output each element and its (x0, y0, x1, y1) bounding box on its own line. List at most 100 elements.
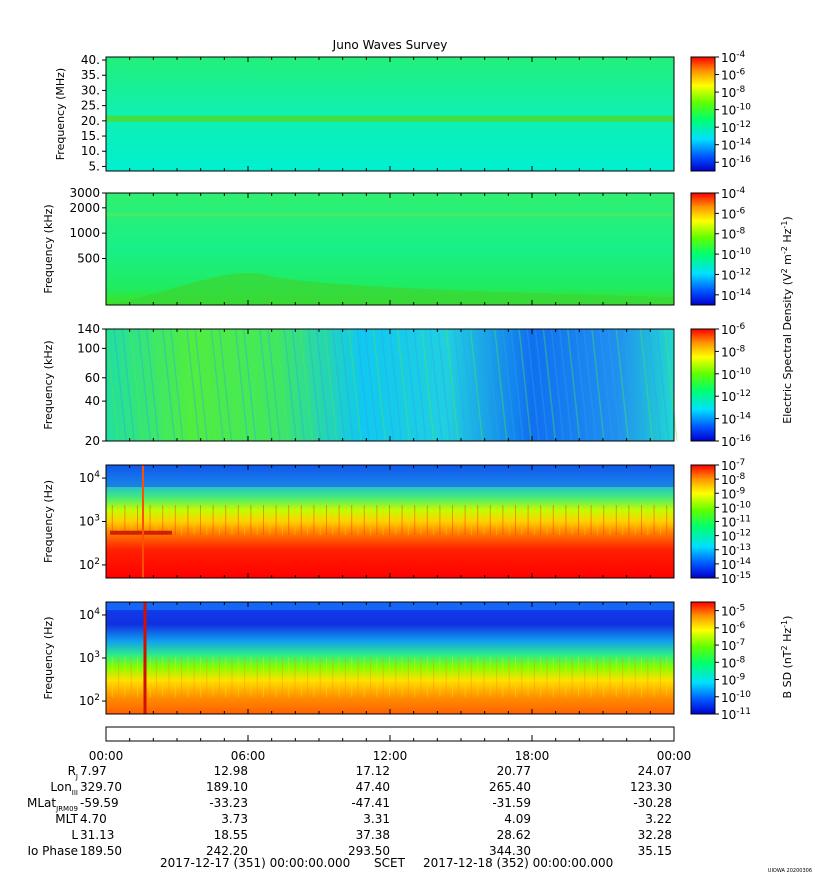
colorbar-2: 10-4 10-6 10-8 10-10 10-12 10-14 (690, 186, 751, 306)
texture-streak (599, 328, 613, 442)
ephemeris-value: 20.77 (497, 764, 531, 778)
texture-streak (121, 328, 135, 442)
electric-colorbar-label: Electric Spectral Density (V2 m-2 Hz-1) (780, 216, 794, 423)
texture-streak (647, 328, 662, 442)
colorbar-tick-label: 10-10 (721, 690, 751, 705)
ephemeris-value: 4.70 (80, 812, 107, 826)
texture-streak (445, 328, 459, 442)
y-tick-label: 102 (79, 557, 100, 572)
texture-streak (340, 328, 354, 442)
ephemeris-row-label: MLatJRM09 (27, 796, 78, 813)
ephemeris-value: 31.13 (80, 828, 114, 842)
texture-streak (332, 328, 346, 442)
colorbar-tick-label: 10-15 (721, 571, 751, 586)
colorbar-tick-label: 10-14 (721, 557, 751, 572)
colorbar-tick-label: 10-10 (721, 103, 751, 118)
texture-streak (226, 328, 241, 442)
ephemeris-value: 189.10 (206, 780, 248, 794)
ephemeris-value: 17.12 (356, 764, 390, 778)
y-tick-label: 20 (85, 434, 100, 448)
y-tick-label: 103 (79, 514, 100, 529)
x-tick-label: 06:00 (231, 749, 266, 763)
texture-streak (526, 328, 540, 442)
texture-streak (591, 328, 605, 442)
texture-streak (348, 328, 362, 442)
y-tick-label: 15. (81, 129, 100, 143)
colorbar-tick-label: 10-13 (721, 543, 751, 558)
texture-streak (267, 328, 281, 442)
colorbar-1: 10-4 10-6 10-8 10-10 10-12 10-14 10-16 (690, 50, 751, 172)
texture-streak (259, 328, 273, 442)
colorbar-tick-label: 10-6 (721, 621, 746, 636)
texture-streak (129, 328, 144, 442)
y-tick-label: 3000 (69, 186, 100, 200)
texture-streak (575, 328, 589, 442)
ephemeris-row-label: RJ (68, 764, 78, 781)
ephemeris-value: 293.50 (348, 844, 390, 858)
ephemeris-value: 123.30 (630, 780, 672, 794)
y-tick-label: 5. (89, 159, 100, 173)
colorbar-tick-label: 10-9 (721, 486, 746, 501)
colorbar-tick-label: 10-14 (721, 138, 751, 153)
texture-streak (485, 328, 500, 442)
x-tick-label: 00:00 (657, 749, 692, 763)
colorbar-tick-label: 10-6 (721, 322, 746, 337)
y-tick-label: 140 (77, 322, 100, 336)
emission-band (106, 465, 674, 487)
y-tick-label: 35. (81, 68, 100, 82)
emission-band (106, 115, 674, 122)
texture-streak (234, 328, 249, 442)
colorbar-tick-label: 10-8 (721, 227, 746, 242)
colorbar-tick-label: 10-4 (721, 186, 746, 201)
texture-streak (218, 328, 233, 442)
colorbar-scale (690, 464, 716, 579)
spectrogram-panel-3: 20 40 60 100 140 Frequency (kHz) (42, 322, 678, 448)
x-tick-label: 12:00 (373, 749, 408, 763)
texture-streak (113, 328, 127, 442)
footer-end-time: 2017-12-18 (352) 00:00:00.000 (423, 856, 613, 870)
emission-band (106, 212, 674, 217)
texture-streak (413, 328, 427, 442)
texture-streak (242, 328, 257, 442)
ephemeris-value: 35.15 (638, 844, 672, 858)
colorbar-tick-label: 10-12 (721, 120, 751, 135)
spectrogram-image (106, 57, 674, 171)
y-axis-label: Frequency (kHz) (42, 340, 55, 429)
texture-streak (170, 328, 184, 442)
colorbar-tick-label: 10-11 (721, 707, 751, 722)
y-tick-label: 40 (85, 394, 100, 408)
colorbar-tick-label: 10-10 (721, 367, 751, 382)
y-tick-label: 30. (81, 83, 100, 97)
colorbar-scale (690, 601, 716, 715)
y-tick-label: 40. (81, 53, 100, 67)
texture-streak (275, 328, 289, 442)
colorbar-tick-label: 10-16 (721, 434, 751, 449)
colorbar-tick-label: 10-12 (721, 389, 751, 404)
ephemeris-value: -30.28 (633, 796, 672, 810)
ephemeris-value: -47.41 (351, 796, 390, 810)
emission-band (106, 272, 674, 305)
ephemeris-value: 3.73 (221, 812, 248, 826)
texture-streak (656, 328, 670, 442)
colorbar-tick-label: 10-14 (721, 288, 751, 303)
ephemeris-value: 344.30 (489, 844, 531, 858)
spectrogram-panel-5: 102 103 104 Frequency (Hz) (42, 601, 675, 715)
texture-streak (566, 328, 581, 442)
texture-streak (607, 328, 621, 442)
spectrogram-image (106, 329, 674, 441)
y-tick-label: 500 (77, 251, 100, 265)
texture-streak (251, 328, 265, 442)
ephemeris-value: 18.55 (214, 828, 248, 842)
texture-streak (550, 328, 565, 442)
texture-streak (388, 328, 403, 442)
y-tick-label: 104 (79, 470, 100, 485)
texture-streak (534, 328, 549, 442)
texture-streak (323, 328, 338, 442)
ephemeris-value: 329.70 (80, 780, 122, 794)
texture-streak (542, 328, 557, 442)
ephemeris-value: -59.59 (80, 796, 119, 810)
texture-streak (315, 328, 330, 442)
spectrogram-panel-4: 102 103 104 Frequency (Hz) (42, 464, 675, 579)
